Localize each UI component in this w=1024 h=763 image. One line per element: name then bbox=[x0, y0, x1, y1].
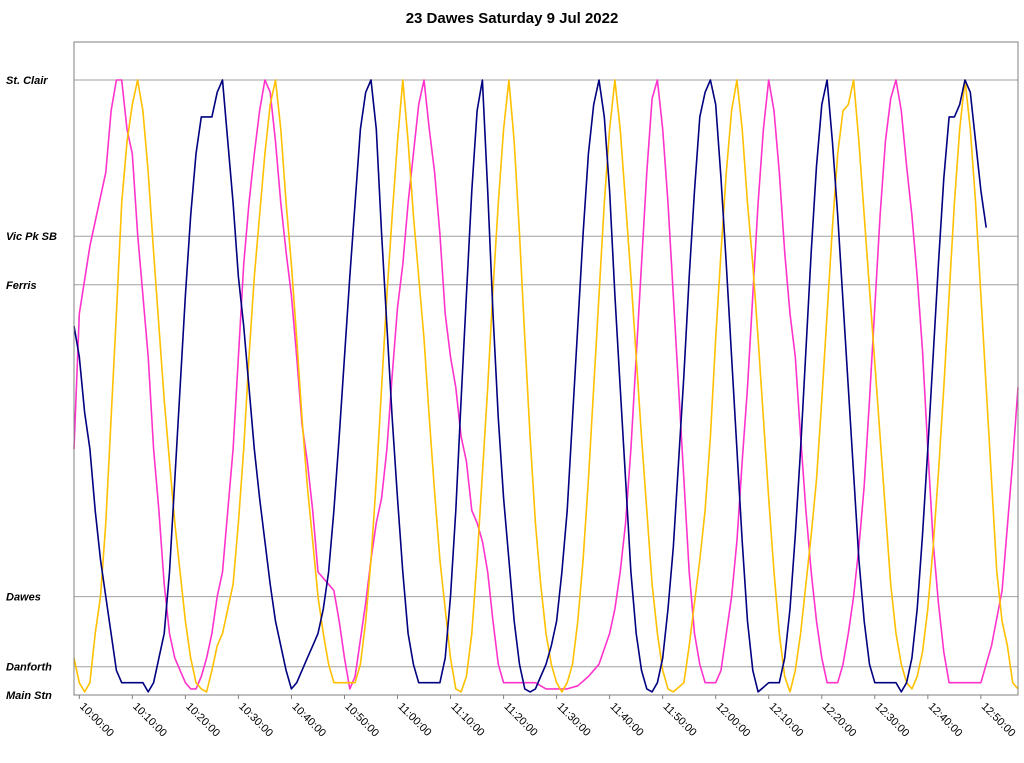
x-tick-label: 11:50:00 bbox=[661, 701, 699, 739]
x-tick-label: 12:50:00 bbox=[979, 701, 1018, 740]
x-axis-labels: 10:00:00 10:10:00 10:20:00 10:30:00 10:40:00… bbox=[77, 695, 1018, 740]
series-lines bbox=[73, 79, 1019, 693]
x-tick-label: 11:40:00 bbox=[608, 701, 646, 739]
chart-title: 23 Dawes Saturday 9 Jul 2022 bbox=[405, 10, 619, 27]
y-tick-label: St. Clair bbox=[6, 75, 48, 87]
series-line-3 bbox=[73, 79, 987, 693]
y-tick-label: Danforth bbox=[6, 662, 52, 674]
x-tick-label: 11:30:00 bbox=[554, 701, 592, 739]
series-line-1 bbox=[73, 79, 1019, 690]
x-tick-label: 10:10:00 bbox=[130, 701, 169, 740]
gridlines bbox=[74, 79, 1018, 696]
x-tick-label: 10:30:00 bbox=[236, 701, 275, 740]
x-tick-label: 12:00:00 bbox=[714, 701, 753, 740]
y-tick-label: Dawes bbox=[6, 592, 41, 604]
x-tick-label: 12:30:00 bbox=[873, 701, 912, 740]
series-line-2 bbox=[73, 79, 1019, 693]
y-tick-label: Ferris bbox=[6, 280, 37, 292]
x-tick-label: 11:20:00 bbox=[501, 701, 539, 739]
x-tick-label: 11:10:00 bbox=[448, 701, 486, 739]
y-axis-labels: St. Clair Vic Pk SB Ferris Dawes Danforth Mai… bbox=[6, 75, 57, 702]
x-tick-label: 10:50:00 bbox=[342, 701, 381, 740]
x-tick-label: 12:10:00 bbox=[767, 701, 806, 740]
x-tick-label: 11:00:00 bbox=[395, 701, 433, 739]
x-tick-label: 12:20:00 bbox=[820, 701, 859, 740]
y-tick-label: Vic Pk SB bbox=[6, 231, 57, 243]
y-tick-label: Main Stn bbox=[6, 690, 52, 702]
x-tick-label: 10:20:00 bbox=[183, 701, 222, 740]
x-tick-label: 10:40:00 bbox=[289, 701, 328, 740]
x-tick-label: 10:00:00 bbox=[77, 701, 116, 740]
plot-frame bbox=[73, 41, 1019, 696]
x-tick-label: 12:40:00 bbox=[926, 701, 965, 740]
